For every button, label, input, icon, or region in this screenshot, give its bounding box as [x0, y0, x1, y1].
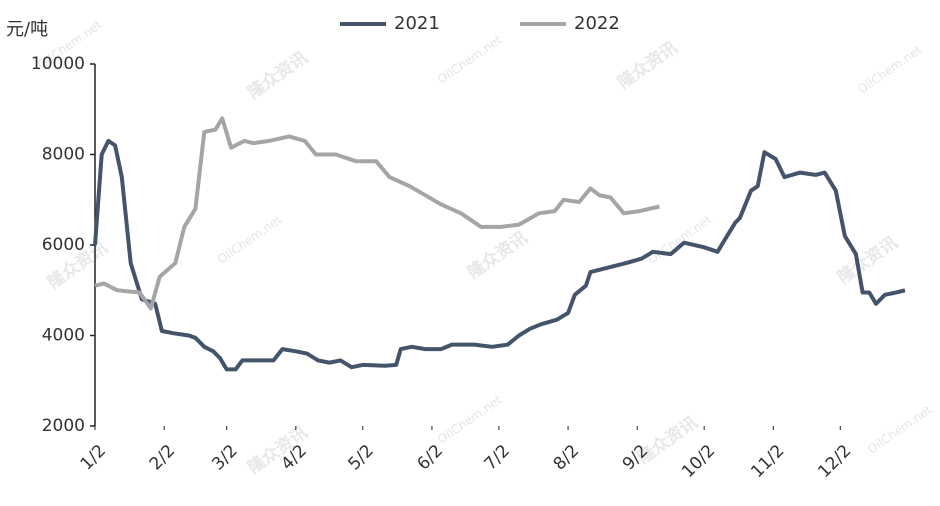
y-tick-label: 10000 — [31, 54, 85, 74]
watermark: OilChem.net — [865, 402, 934, 456]
x-tick-label: 12/2 — [814, 441, 855, 482]
y-tick-label: 2000 — [42, 416, 85, 436]
x-tick-label: 5/2 — [344, 441, 377, 474]
watermark: 隆众资讯 — [464, 227, 532, 283]
legend-label: 2021 — [394, 13, 440, 34]
x-tick-label: 1/2 — [77, 441, 110, 474]
watermark: OilChem.net — [215, 212, 284, 266]
x-tick-label: 7/2 — [480, 441, 513, 474]
x-tick-label: 2/2 — [146, 441, 179, 474]
watermark: OilChem.net — [855, 42, 924, 96]
x-tick-label: 11/2 — [747, 441, 788, 482]
watermark: 隆众资讯 — [614, 37, 682, 93]
watermark: OilChem.net — [435, 392, 504, 446]
watermark: OilChem.net — [645, 212, 714, 266]
x-tick-label: 8/2 — [550, 441, 583, 474]
y-tick-label: 6000 — [42, 235, 85, 255]
legend-label: 2022 — [574, 13, 620, 34]
line-series — [93, 138, 906, 372]
x-tick-label: 10/2 — [678, 441, 719, 482]
y-axis-label: 元/吨 — [6, 19, 48, 40]
watermark: OilChem.net — [435, 32, 504, 86]
y-tick-label: 4000 — [42, 326, 85, 346]
watermark: 隆众资讯 — [834, 232, 902, 288]
watermark: 隆众资讯 — [244, 47, 312, 103]
y-tick-label: 8000 — [42, 145, 85, 165]
line-series — [94, 116, 660, 311]
x-tick-label: 3/2 — [208, 441, 241, 474]
